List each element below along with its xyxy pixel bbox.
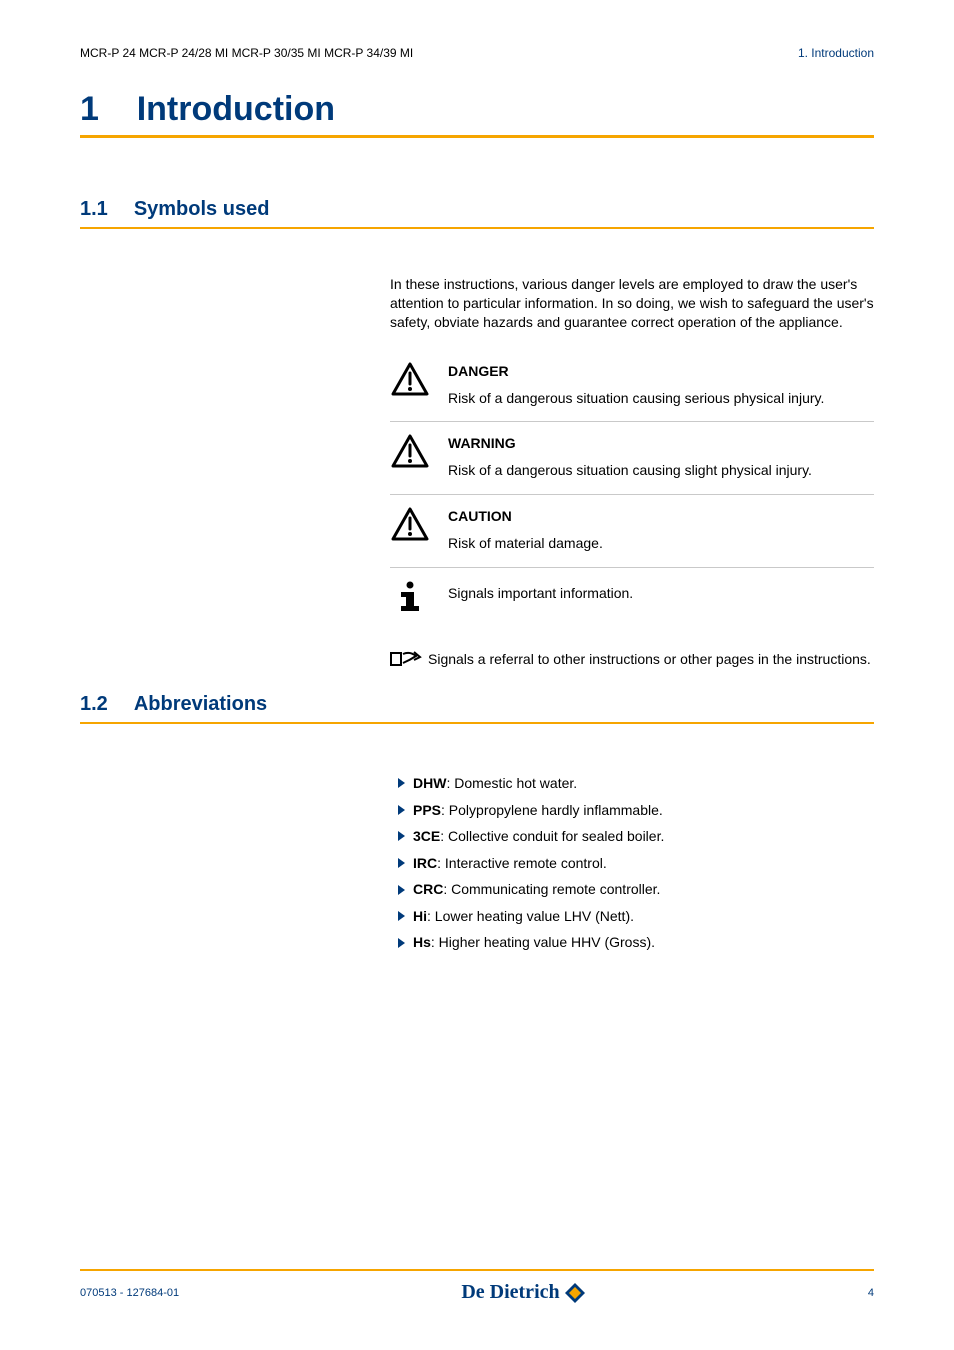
danger-block: DANGER Risk of a dangerous situation cau… <box>390 350 874 423</box>
abbrev-term: CRC <box>413 881 443 897</box>
list-item: DHW: Domestic hot water. <box>390 770 874 797</box>
page-number: 4 <box>868 1287 874 1299</box>
abbrev-def: : Interactive remote control. <box>437 855 607 871</box>
chapter-title-text: Introduction <box>137 90 335 128</box>
bullet-icon <box>398 885 405 895</box>
abbrev-term: IRC <box>413 855 437 871</box>
danger-text: Risk of a dangerous situation causing se… <box>448 389 874 408</box>
warning-icon <box>390 434 430 470</box>
brand-logo: De Dietrich <box>461 1281 585 1304</box>
abbrev-def: : Collective conduit for sealed boiler. <box>440 828 664 844</box>
header-left: MCR-P 24 MCR-P 24/28 MI MCR-P 30/35 MI M… <box>80 46 413 60</box>
intro-paragraph: In these instructions, various danger le… <box>390 275 874 332</box>
bullet-icon <box>398 858 405 868</box>
section-rule <box>80 227 874 229</box>
abbrev-term: PPS <box>413 802 441 818</box>
chapter-heading: 1 Introduction <box>80 90 874 138</box>
info-block: Signals important information. <box>390 568 874 630</box>
info-text: Signals important information. <box>448 584 874 603</box>
bullet-icon <box>398 805 405 815</box>
abbrev-term: Hi <box>413 908 427 924</box>
caution-text: Risk of material damage. <box>448 534 874 553</box>
section-title: Symbols used <box>134 198 270 221</box>
warning-block: WARNING Risk of a dangerous situation ca… <box>390 422 874 495</box>
caution-heading: CAUTION <box>448 507 874 526</box>
section-number: 1.1 <box>80 198 108 221</box>
abbrev-def: : Polypropylene hardly inflammable. <box>441 802 663 818</box>
info-icon <box>390 580 430 616</box>
chapter-rule <box>80 135 874 138</box>
abbrev-def: : Domestic hot water. <box>446 775 577 791</box>
list-item: CRC: Communicating remote controller. <box>390 876 874 903</box>
section-heading-2: 1.2 Abbreviations <box>80 693 874 722</box>
bullet-icon <box>398 831 405 841</box>
list-item: Hs: Higher heating value HHV (Gross). <box>390 929 874 956</box>
chapter-number: 1 <box>80 90 99 128</box>
list-item: Hi: Lower heating value LHV (Nett). <box>390 903 874 930</box>
danger-heading: DANGER <box>448 362 874 381</box>
abbrev-def: : Lower heating value LHV (Nett). <box>427 908 634 924</box>
referral-icon <box>390 650 422 673</box>
header-right: 1. Introduction <box>798 46 874 60</box>
list-item: IRC: Interactive remote control. <box>390 850 874 877</box>
page-header: MCR-P 24 MCR-P 24/28 MI MCR-P 30/35 MI M… <box>80 46 874 60</box>
caution-icon <box>390 507 430 543</box>
list-item: PPS: Polypropylene hardly inflammable. <box>390 797 874 824</box>
danger-icon <box>390 362 430 398</box>
bullet-icon <box>398 938 405 948</box>
bullet-icon <box>398 911 405 921</box>
warning-text: Risk of a dangerous situation causing sl… <box>448 461 874 480</box>
brand-logo-text: De Dietrich <box>461 1281 559 1304</box>
abbrev-def: : Communicating remote controller. <box>443 881 660 897</box>
list-item: 3CE: Collective conduit for sealed boile… <box>390 823 874 850</box>
section-number-2: 1.2 <box>80 693 108 716</box>
section-heading-1: 1.1 Symbols used <box>80 198 874 227</box>
abbrev-def: : Higher heating value HHV (Gross). <box>431 934 655 950</box>
abbreviations-list: DHW: Domestic hot water. PPS: Polypropyl… <box>390 770 874 956</box>
section-title-2: Abbreviations <box>134 693 267 716</box>
page-footer: 070513 - 127684-01 De Dietrich 4 <box>80 1269 874 1304</box>
referral-block: Signals a referral to other instructions… <box>390 650 874 673</box>
abbrev-term: DHW <box>413 775 446 791</box>
warning-heading: WARNING <box>448 434 874 453</box>
referral-text: Signals a referral to other instructions… <box>428 650 871 669</box>
footer-docref: 070513 - 127684-01 <box>80 1287 179 1299</box>
abbrev-term: Hs <box>413 934 431 950</box>
caution-block: CAUTION Risk of material damage. <box>390 495 874 568</box>
footer-rule <box>80 1269 874 1271</box>
brand-logo-icon <box>564 1282 586 1304</box>
section2-content: DHW: Domestic hot water. PPS: Polypropyl… <box>390 770 874 956</box>
section-rule-2 <box>80 722 874 724</box>
bullet-icon <box>398 778 405 788</box>
abbrev-term: 3CE <box>413 828 440 844</box>
section1-content: In these instructions, various danger le… <box>390 275 874 673</box>
